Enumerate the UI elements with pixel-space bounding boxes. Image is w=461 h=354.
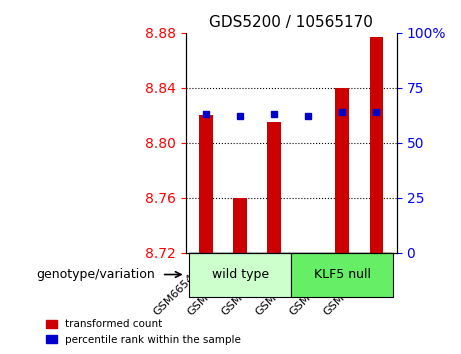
Legend: transformed count, percentile rank within the sample: transformed count, percentile rank withi… xyxy=(42,315,245,349)
Text: KLF5 null: KLF5 null xyxy=(314,268,371,281)
Bar xyxy=(370,37,383,252)
FancyBboxPatch shape xyxy=(189,252,291,297)
Bar xyxy=(267,122,281,252)
FancyBboxPatch shape xyxy=(291,252,393,297)
Bar xyxy=(336,87,349,252)
Text: wild type: wild type xyxy=(212,268,269,281)
Text: genotype/variation: genotype/variation xyxy=(36,268,155,281)
Bar xyxy=(199,115,213,252)
Bar xyxy=(233,198,247,252)
Title: GDS5200 / 10565170: GDS5200 / 10565170 xyxy=(209,15,373,30)
